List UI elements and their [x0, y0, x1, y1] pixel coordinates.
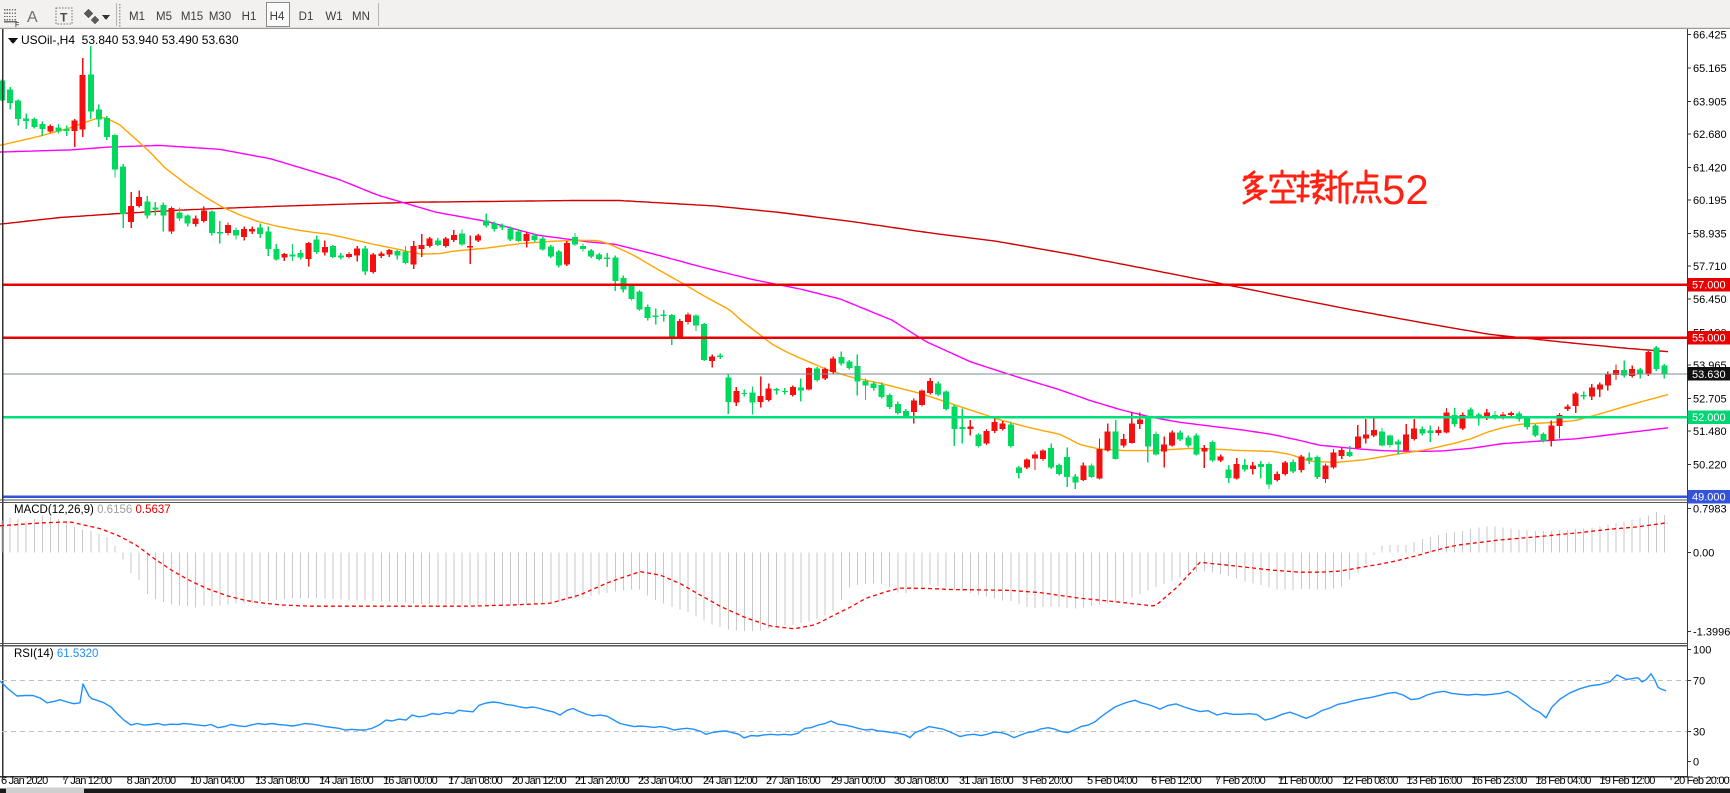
svg-text:12 Feb 08:00: 12 Feb 08:00: [1342, 775, 1398, 787]
svg-text:M15: M15: [181, 11, 203, 23]
svg-text:60.195: 60.195: [1693, 195, 1727, 207]
svg-text:50.220: 50.220: [1693, 459, 1727, 471]
svg-text:M1: M1: [129, 11, 145, 23]
svg-text:57.000: 57.000: [1692, 280, 1726, 292]
svg-text:21 Jan 20:00: 21 Jan 20:00: [575, 775, 630, 787]
svg-text:52.000: 52.000: [1692, 412, 1726, 424]
svg-text:56.450: 56.450: [1693, 294, 1727, 306]
svg-text:RSI(14) 61.5320: RSI(14) 61.5320: [14, 648, 98, 660]
svg-text:62.680: 62.680: [1693, 129, 1727, 141]
svg-text:52.705: 52.705: [1693, 394, 1727, 406]
svg-text:17 Jan 08:00: 17 Jan 08:00: [448, 775, 503, 787]
svg-text:0.7983: 0.7983: [1693, 504, 1727, 516]
svg-text:30 Jan 08:00: 30 Jan 08:00: [894, 775, 949, 787]
svg-text:A: A: [27, 9, 38, 26]
svg-text:MACD(12,26,9) 0.6156 0.5637: MACD(12,26,9) 0.6156 0.5637: [14, 504, 171, 516]
svg-text:7 Feb 20:00: 7 Feb 20:00: [1215, 775, 1266, 787]
svg-text:61.420: 61.420: [1693, 162, 1727, 174]
svg-text:0.00: 0.00: [1693, 547, 1714, 559]
svg-text:13 Feb 16:00: 13 Feb 16:00: [1406, 775, 1462, 787]
svg-text:66.425: 66.425: [1693, 30, 1727, 42]
svg-text:7 Jan 12:00: 7 Jan 12:00: [63, 775, 112, 787]
svg-text:-1.3996: -1.3996: [1693, 627, 1730, 639]
svg-text:20 Feb 20:00: 20 Feb 20:00: [1674, 775, 1730, 787]
svg-text:6 Feb 12:00: 6 Feb 12:00: [1151, 775, 1202, 787]
svg-text:0: 0: [1693, 757, 1699, 769]
svg-text:11 Feb 00:00: 11 Feb 00:00: [1278, 775, 1333, 787]
svg-text:55.000: 55.000: [1692, 333, 1726, 345]
svg-text:USOil-,H4 53.840 53.940 53.49: USOil-,H4 53.840 53.940 53.490 53.630: [21, 33, 239, 47]
svg-text:3 Feb 20:00: 3 Feb 20:00: [1022, 775, 1073, 787]
svg-text:5 Feb 04:00: 5 Feb 04:00: [1087, 775, 1138, 787]
svg-text:H4: H4: [270, 11, 285, 23]
svg-text:16 Feb 23:00: 16 Feb 23:00: [1471, 775, 1527, 787]
svg-text:53.630: 53.630: [1692, 369, 1726, 381]
svg-text:20 Jan 12:00: 20 Jan 12:00: [512, 775, 567, 787]
svg-text:51.480: 51.480: [1693, 426, 1727, 438]
svg-text:W1: W1: [325, 11, 342, 23]
svg-text:27 Jan 16:00: 27 Jan 16:00: [766, 775, 821, 787]
svg-text:6 Jan 2020: 6 Jan 2020: [1, 775, 48, 787]
svg-text:24 Jan 12:00: 24 Jan 12:00: [703, 775, 758, 787]
svg-text:63.905: 63.905: [1693, 97, 1727, 109]
svg-text:100: 100: [1693, 645, 1711, 657]
svg-text:31 Jan 16:00: 31 Jan 16:00: [959, 775, 1014, 787]
svg-text:MN: MN: [352, 11, 370, 23]
svg-text:65.165: 65.165: [1693, 63, 1727, 75]
svg-text:8 Jan 20:00: 8 Jan 20:00: [127, 775, 176, 787]
svg-text:30: 30: [1693, 727, 1705, 739]
svg-text:49.000: 49.000: [1692, 492, 1726, 504]
svg-text:M30: M30: [209, 11, 231, 23]
svg-text:F: F: [15, 22, 19, 29]
svg-text:H1: H1: [242, 11, 257, 23]
svg-text:70: 70: [1693, 675, 1705, 687]
svg-text:52: 52: [1382, 166, 1429, 213]
svg-text:29 Jan 00:00: 29 Jan 00:00: [831, 775, 886, 787]
svg-text:16 Jan 00:00: 16 Jan 00:00: [383, 775, 438, 787]
svg-text:D1: D1: [299, 11, 314, 23]
svg-text:14 Jan 16:00: 14 Jan 16:00: [319, 775, 374, 787]
svg-text:23 Jan 04:00: 23 Jan 04:00: [638, 775, 693, 787]
svg-text:58.935: 58.935: [1693, 228, 1727, 240]
svg-text:19 Feb 12:00: 19 Feb 12:00: [1599, 775, 1655, 787]
svg-text:57.710: 57.710: [1693, 261, 1727, 273]
svg-text:10 Jan 04:00: 10 Jan 04:00: [190, 775, 245, 787]
svg-text:T: T: [60, 11, 68, 25]
svg-text:M5: M5: [156, 11, 172, 23]
svg-text:18 Feb 04:00: 18 Feb 04:00: [1535, 775, 1591, 787]
svg-text:13 Jan 08:00: 13 Jan 08:00: [255, 775, 310, 787]
